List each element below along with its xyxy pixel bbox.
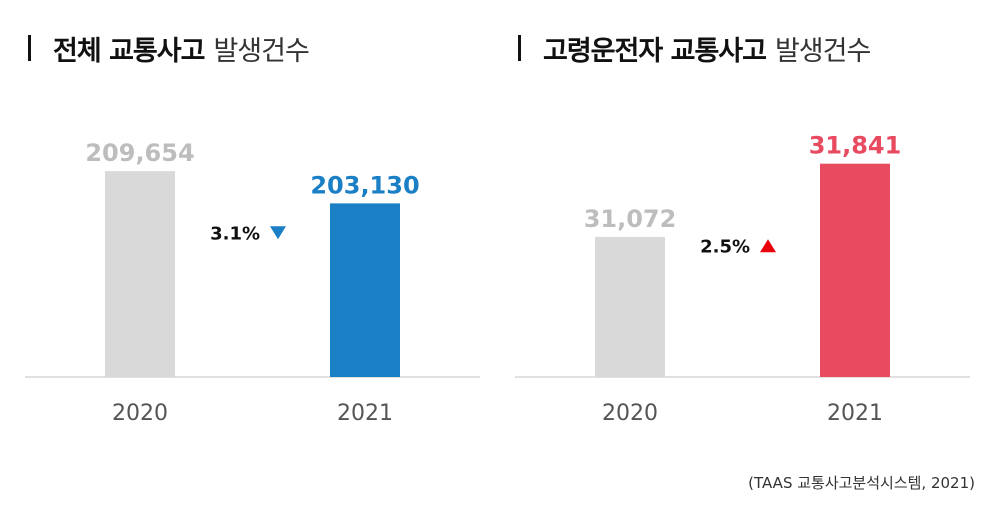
chart-panel-elderly: 고령운전자 교통사고 발생건수 31,072 2020 31,841 2021 2.5% [510, 0, 980, 460]
change-label: 3.1% [210, 223, 260, 244]
x-tick-label-2020: 2020 [112, 401, 168, 426]
value-label-2020: 209,654 [85, 139, 194, 167]
title-bar-mark [518, 35, 521, 61]
triangle-down-icon [270, 226, 286, 240]
change-label: 2.5% [700, 236, 750, 257]
bar-2021 [330, 203, 400, 377]
title-bar-mark [28, 35, 31, 61]
chart-title-elderly: 고령운전자 교통사고 발생건수 [518, 28, 871, 68]
bar-chart-elderly: 31,072 2020 31,841 2021 2.5% [515, 132, 970, 426]
x-tick-label-2021: 2021 [337, 401, 393, 426]
chart-title-total: 전체 교통사고 발생건수 [28, 28, 310, 68]
x-tick-label-2021: 2021 [827, 401, 883, 426]
triangle-up-icon [760, 239, 776, 253]
bar-2020 [105, 171, 175, 377]
title-bold: 전체 교통사고 [53, 35, 205, 67]
title-light: 발생건수 [213, 35, 309, 67]
title-light: 발생건수 [774, 35, 871, 67]
chart-panel-total: 전체 교통사고 발생건수 209,654 2020 203,130 2021 3.1% [20, 0, 490, 460]
value-label-2021: 203,130 [310, 171, 419, 199]
bar-chart-total: 209,654 2020 203,130 2021 3.1% [25, 139, 480, 426]
bar-2020 [595, 236, 665, 377]
source-note: (TAAS 교통사고분석시스템, 2021) [748, 474, 975, 492]
value-label-2021: 31,841 [809, 132, 902, 160]
title-bold: 고령운전자 교통사고 [543, 35, 767, 67]
bar-2021 [820, 163, 890, 377]
x-tick-label-2020: 2020 [602, 401, 658, 426]
value-label-2020: 31,072 [584, 205, 677, 233]
